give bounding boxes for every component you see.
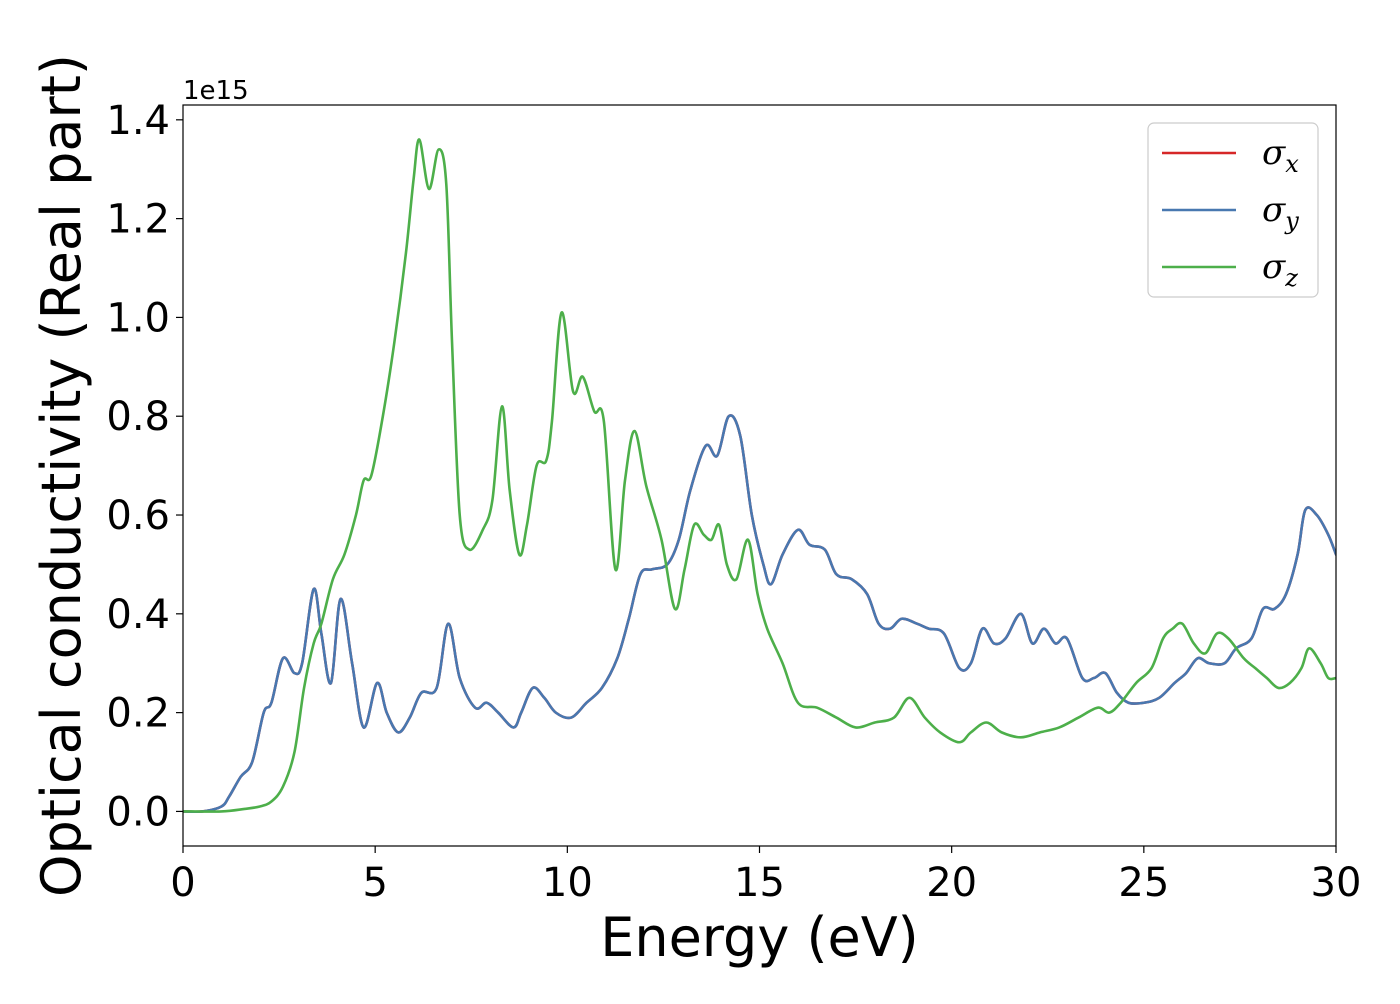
legend-entry-sigma-y: σy (1162, 190, 1299, 235)
y-tick-label: 0.2 (106, 691, 170, 737)
y-tick-label: 0.4 (106, 592, 170, 638)
y-axis-label: Optical conductivity (Real part) (30, 54, 93, 897)
sigma-y-line (183, 414, 1336, 814)
x-axis-ticks: 0 5 10 15 20 25 30 (170, 846, 1361, 906)
y-tick-label: 0.0 (106, 789, 170, 835)
x-axis-label: Energy (eV) (600, 906, 919, 969)
series-lines (183, 138, 1336, 814)
sigma-z-line (183, 138, 1336, 813)
y-tick-label: 1.4 (106, 98, 170, 144)
x-tick-label: 15 (734, 860, 785, 906)
y-tick-label: 0.8 (106, 394, 170, 440)
sigma-x-line (183, 414, 1336, 814)
y-tick-label: 1.0 (106, 295, 170, 341)
y-tick-label: 1.2 (106, 197, 170, 243)
legend-label: σy (1262, 190, 1299, 235)
y-offset-label: 1e15 (183, 76, 249, 106)
x-tick-label: 10 (542, 860, 593, 906)
x-tick-label: 30 (1311, 860, 1362, 906)
legend: σx σy σz (1147, 122, 1319, 298)
y-axis-ticks: 0.0 0.2 0.4 0.6 0.8 1.0 1.2 1.4 (106, 98, 183, 835)
legend-entry-sigma-x: σx (1162, 133, 1299, 178)
legend-label: σz (1262, 247, 1298, 292)
y-tick-label: 0.6 (106, 493, 170, 539)
x-tick-label: 5 (362, 860, 387, 906)
legend-entry-sigma-z: σz (1162, 247, 1298, 292)
x-tick-label: 20 (926, 860, 977, 906)
x-tick-label: 25 (1118, 860, 1169, 906)
legend-label: σx (1262, 133, 1299, 178)
x-tick-label: 0 (170, 860, 195, 906)
